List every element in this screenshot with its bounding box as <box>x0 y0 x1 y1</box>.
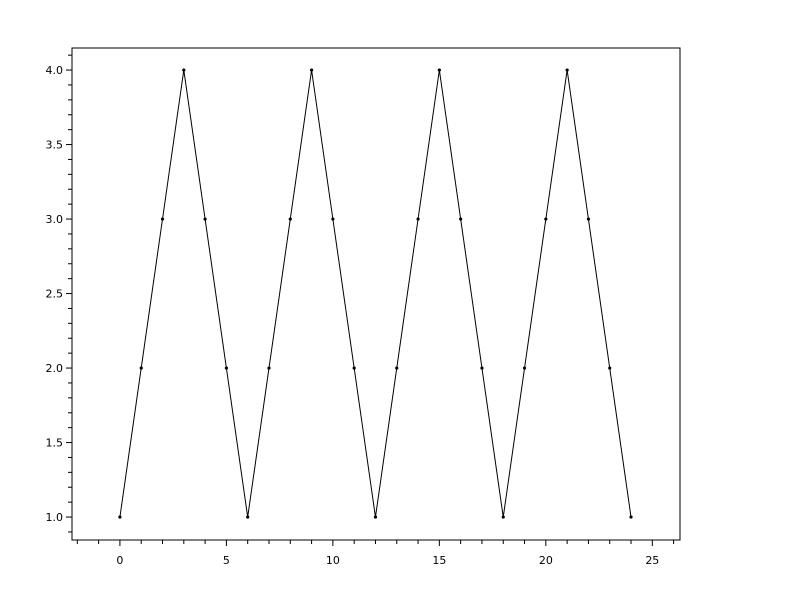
x-tick-label: 25 <box>645 554 659 567</box>
data-point <box>160 217 165 221</box>
data-point <box>608 366 612 370</box>
x-tick-label: 10 <box>326 554 340 567</box>
data-point <box>267 366 271 370</box>
data-point <box>416 217 420 221</box>
data-point <box>395 366 399 370</box>
data-point <box>331 217 335 221</box>
data-point <box>309 68 314 72</box>
data-point <box>203 217 207 221</box>
data-point <box>118 515 122 519</box>
y-tick-label: 2.0 <box>46 362 64 375</box>
data-point <box>224 366 228 370</box>
plot-frame <box>71 47 681 541</box>
y-tick-label: 3.0 <box>46 213 64 226</box>
data-point <box>352 366 356 370</box>
data-point <box>437 68 441 72</box>
x-tick-label: 0 <box>116 554 123 567</box>
data-point <box>373 515 378 519</box>
data-point <box>459 217 463 221</box>
data-point <box>288 217 292 221</box>
y-tick-label: 1.5 <box>46 437 64 450</box>
data-point <box>501 515 505 519</box>
data-point <box>586 217 591 221</box>
y-tick-label: 1.0 <box>46 511 64 524</box>
x-tick-label: 5 <box>223 554 230 567</box>
data-point <box>544 217 548 221</box>
y-tick-label: 2.5 <box>46 288 64 301</box>
x-tick-label: 20 <box>539 554 553 567</box>
data-point <box>565 68 569 72</box>
data-point <box>246 515 250 519</box>
y-tick-label: 3.5 <box>46 139 64 152</box>
data-point <box>182 68 186 72</box>
data-point <box>522 366 527 370</box>
data-point <box>480 366 484 370</box>
data-point <box>629 515 633 519</box>
y-tick-label: 4.0 <box>46 64 64 77</box>
x-tick-label: 15 <box>432 554 446 567</box>
series-line <box>119 69 632 518</box>
data-point <box>139 366 143 370</box>
